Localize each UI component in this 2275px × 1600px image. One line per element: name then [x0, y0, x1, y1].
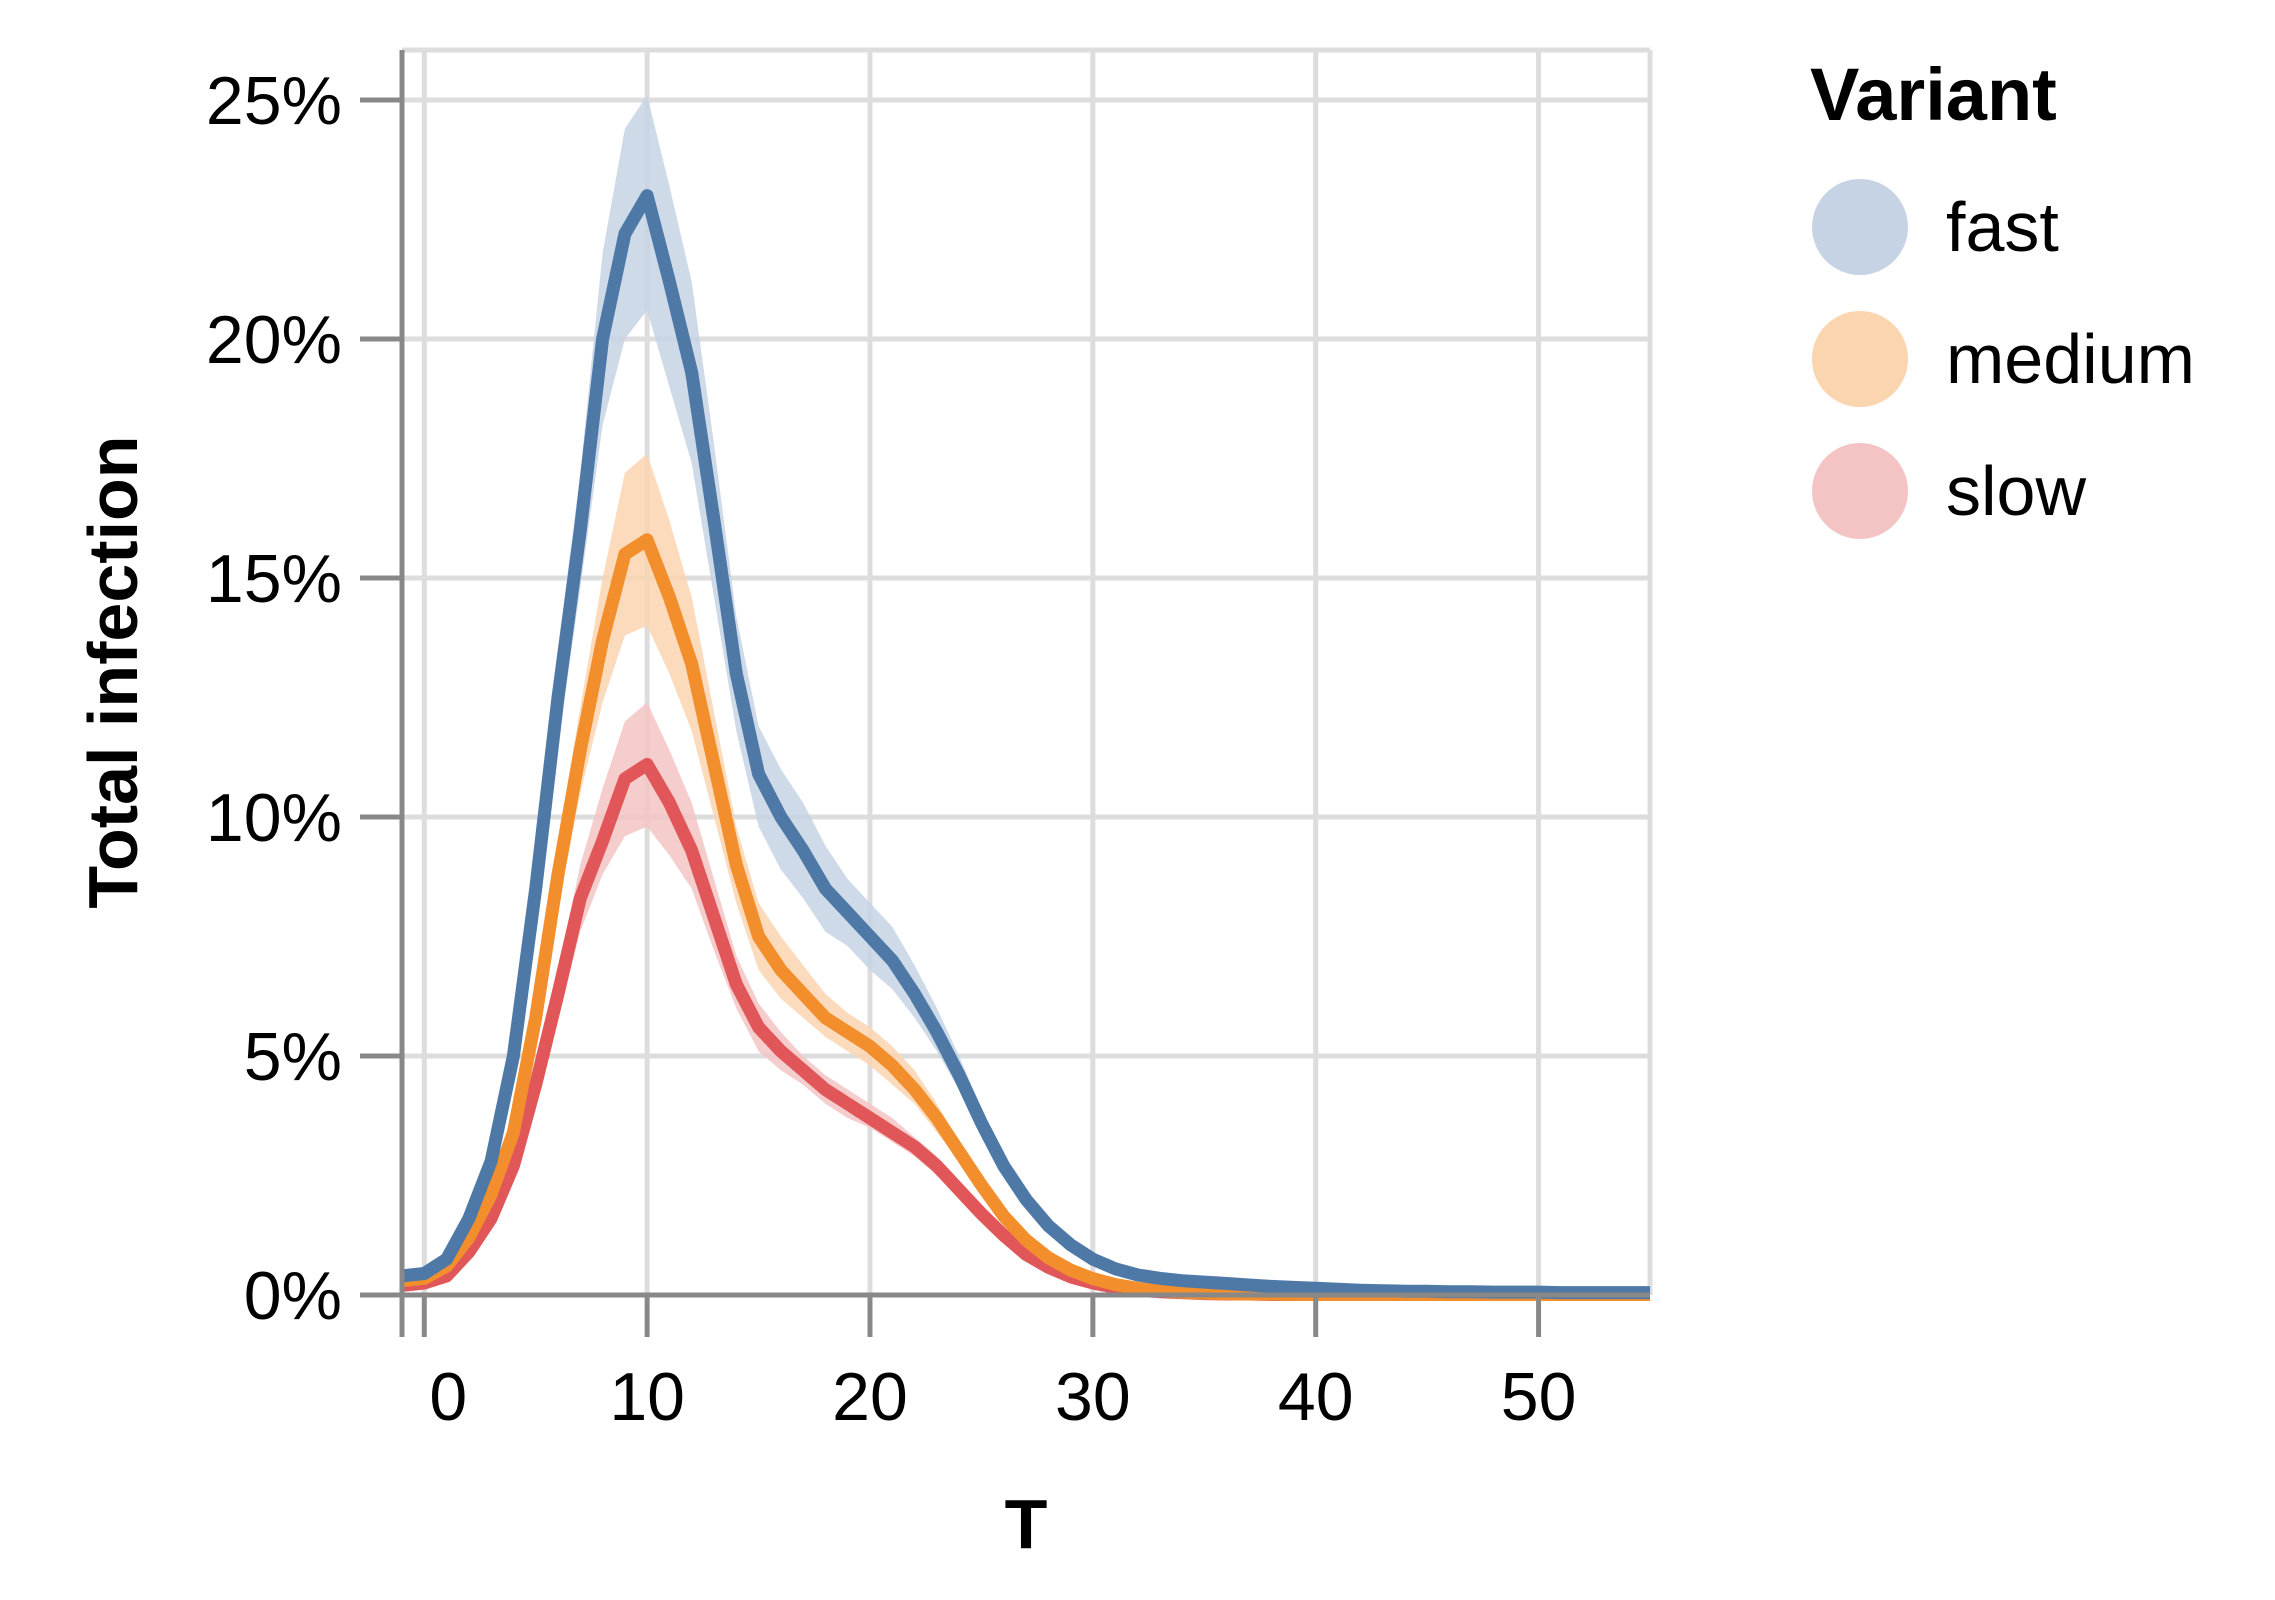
legend-swatch-slow — [1812, 443, 1908, 539]
x-tick-label: 0 — [429, 1359, 467, 1435]
x-tick-label: 10 — [609, 1359, 685, 1435]
line-medium — [401, 533, 1650, 1301]
y-axis-title: Total infection — [74, 435, 152, 908]
legend: Variant fast medium slow — [1810, 53, 2195, 539]
axes — [360, 50, 1650, 1337]
legend-swatch-medium — [1812, 311, 1908, 407]
x-tick-label: 20 — [832, 1359, 908, 1435]
x-tick-label: 40 — [1278, 1359, 1354, 1435]
line-fast — [401, 189, 1650, 1300]
y-tick-label: 10% — [206, 780, 342, 856]
legend-swatch-fast — [1812, 179, 1908, 275]
legend-label-medium: medium — [1946, 320, 2195, 398]
x-axis-title: T — [1005, 1485, 1048, 1563]
y-tick-label: 25% — [206, 63, 342, 139]
x-tick-label: 30 — [1055, 1359, 1131, 1435]
legend-title: Variant — [1810, 53, 2057, 136]
x-tick-label: 50 — [1501, 1359, 1577, 1435]
y-tick-label: 20% — [206, 302, 342, 378]
y-tick-label: 5% — [244, 1019, 342, 1095]
x-ticks: 0 10 20 30 40 50 — [421, 1295, 1577, 1435]
legend-label-slow: slow — [1946, 452, 2086, 530]
y-tick-label: 15% — [206, 541, 342, 617]
y-tick-label: 0% — [244, 1258, 342, 1334]
y-ticks: 0% 5% 10% 15% 20% 25% — [206, 63, 402, 1334]
legend-label-fast: fast — [1946, 188, 2059, 266]
